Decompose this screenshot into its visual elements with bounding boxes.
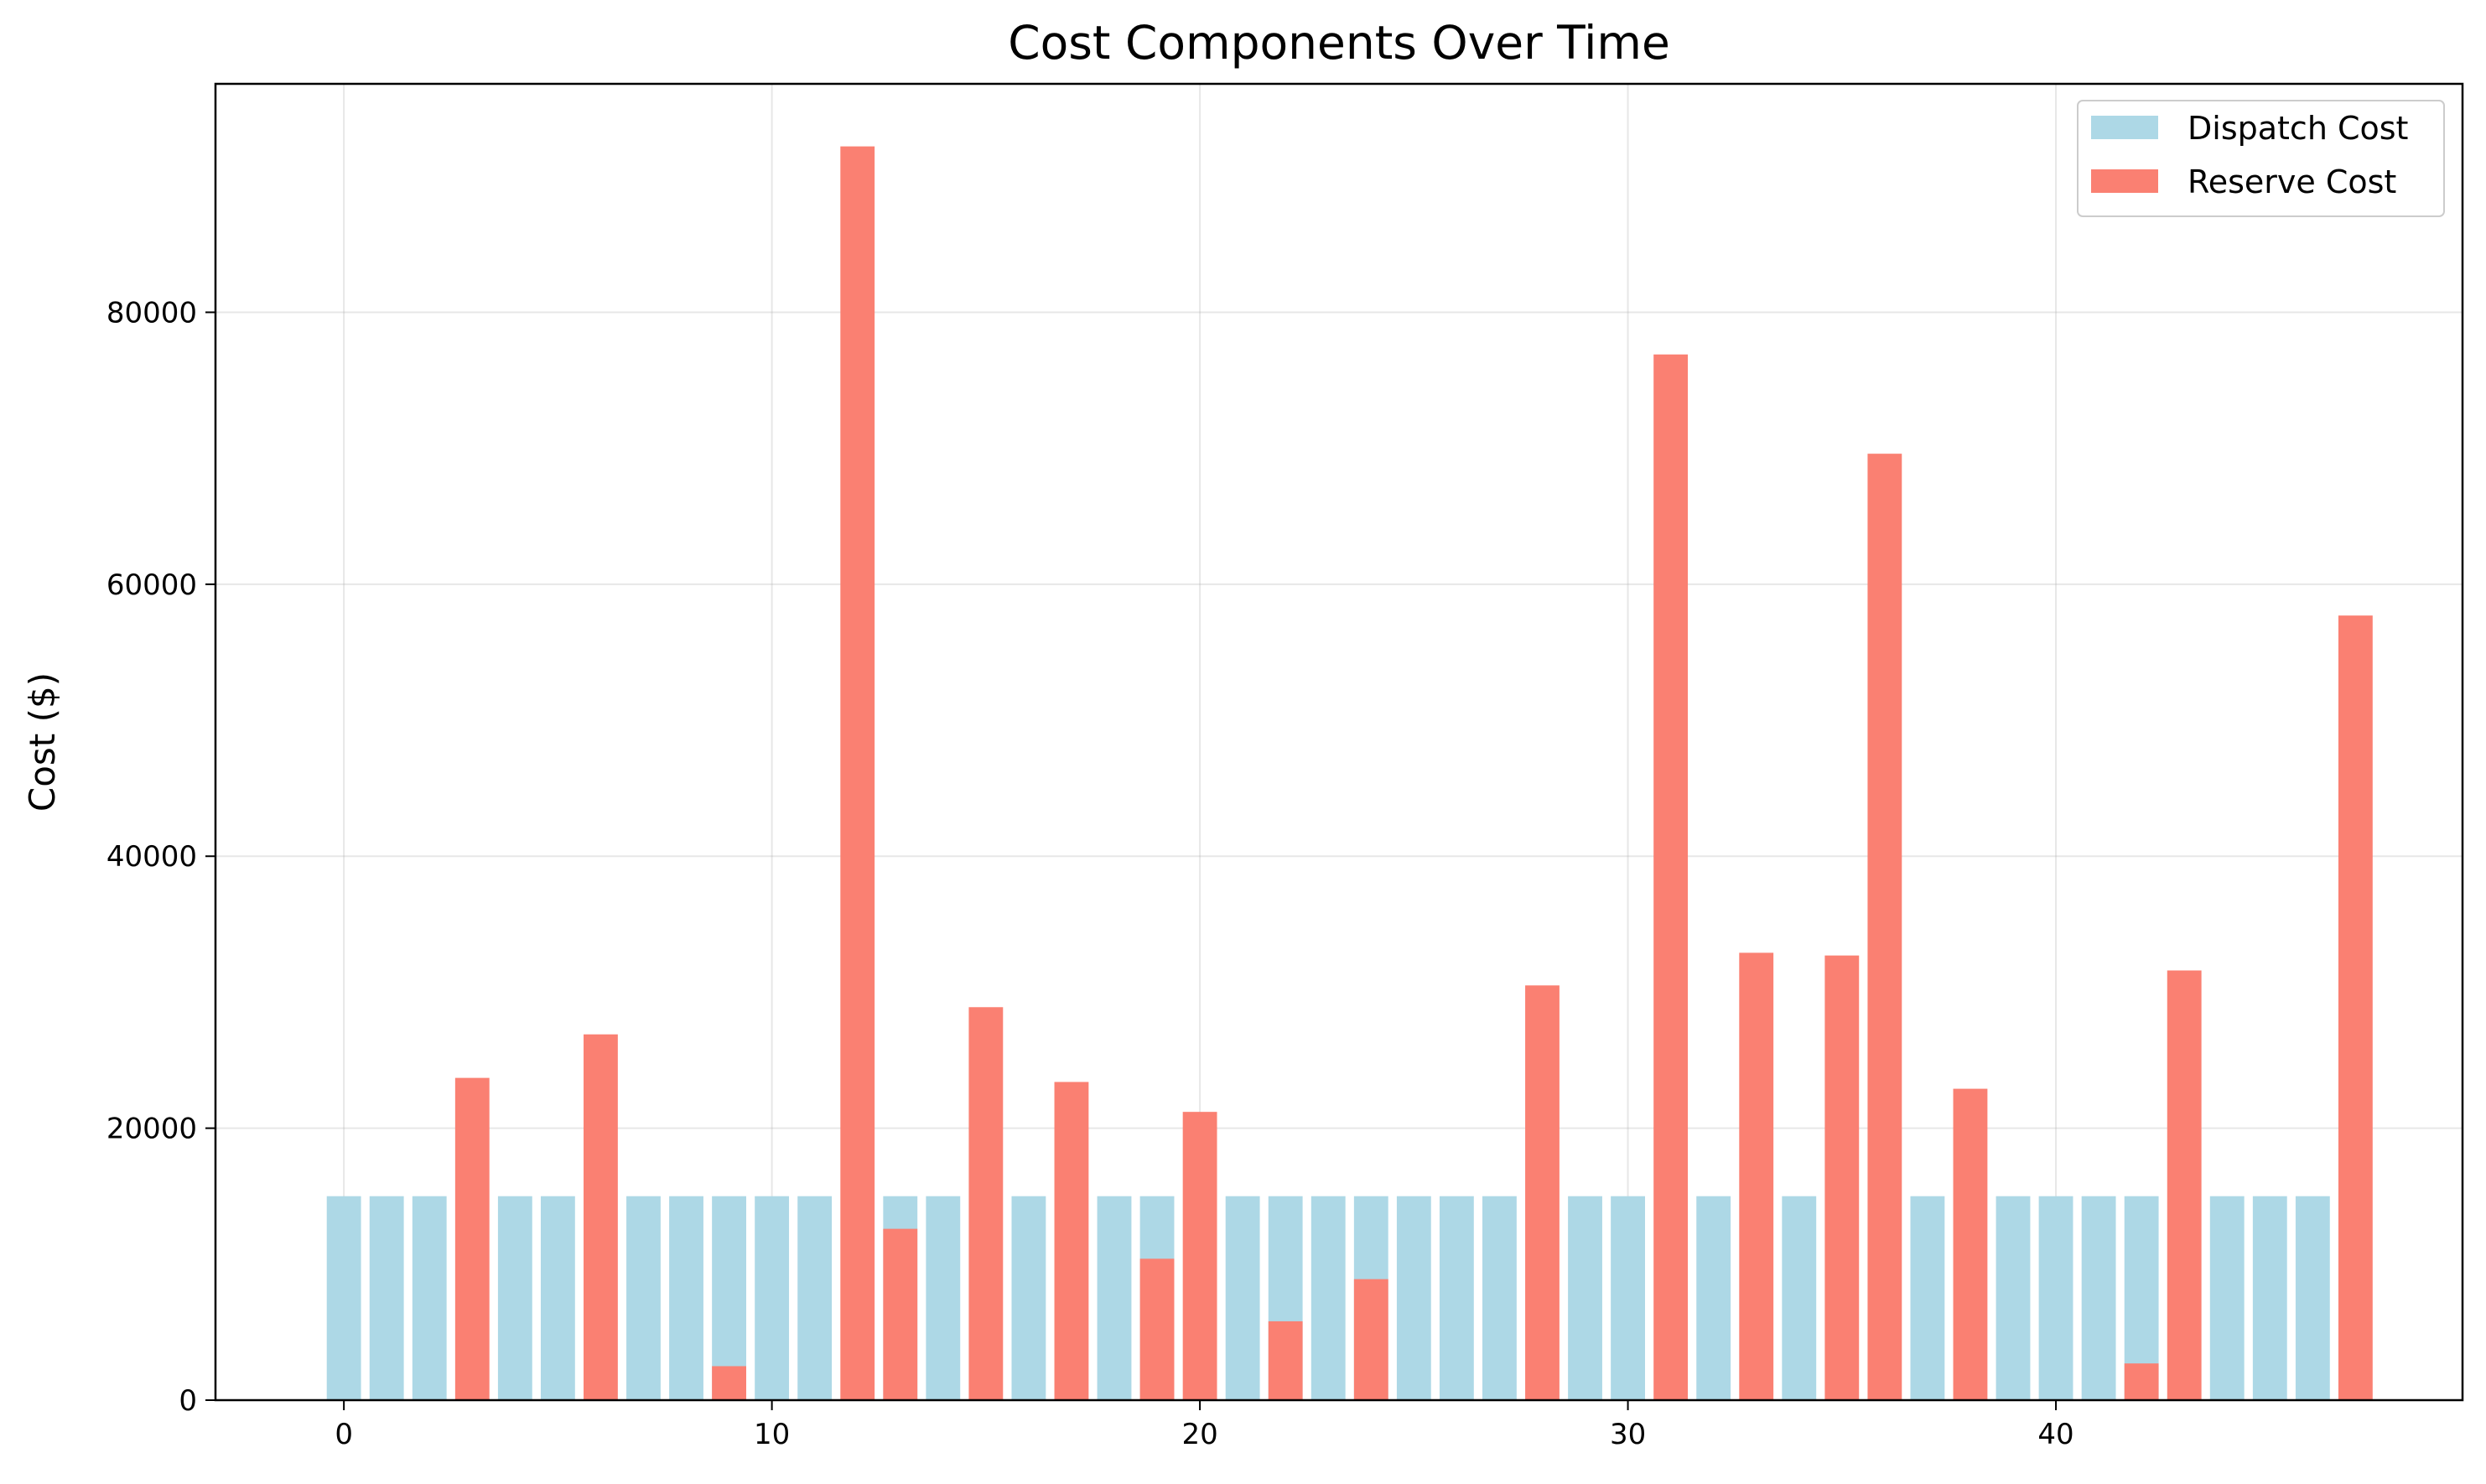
bar-reserve-cost — [1139, 1258, 1175, 1400]
bar-reserve-cost — [1653, 354, 1689, 1400]
ticks: 0 10 20 30 40 0 20000 40000 60000 80000 — [106, 296, 2074, 1451]
bar-dispatch-cost — [369, 1196, 404, 1400]
bar-dispatch-cost — [2081, 1196, 2116, 1400]
bar-dispatch-cost — [1910, 1196, 1945, 1400]
bar-dispatch-cost — [626, 1196, 661, 1400]
bar-dispatch-cost — [1696, 1196, 1731, 1400]
y-tick-label: 80000 — [106, 296, 197, 329]
bar-dispatch-cost — [1782, 1196, 1817, 1400]
legend: Dispatch Cost Reserve Cost — [2077, 100, 2445, 217]
bar-reserve-cost — [883, 1228, 918, 1400]
bar-dispatch-cost — [797, 1196, 833, 1400]
bar-dispatch-cost — [1996, 1196, 2031, 1400]
bar-reserve-cost — [712, 1366, 746, 1400]
bars — [326, 146, 2373, 1401]
bar-reserve-cost — [1353, 1279, 1388, 1400]
bar-reserve-cost — [1953, 1088, 1988, 1400]
bar-dispatch-cost — [1482, 1196, 1517, 1400]
legend-swatch-dispatch-cost — [2091, 116, 2158, 139]
legend-box — [2077, 100, 2445, 217]
bar-dispatch-cost — [2252, 1196, 2287, 1400]
y-axis-label: Cost ($) — [22, 672, 63, 812]
y-tick-label: 20000 — [106, 1113, 197, 1146]
bar-dispatch-cost — [1225, 1196, 1260, 1400]
y-tick-label: 0 — [179, 1384, 197, 1418]
y-tick-label: 60000 — [106, 568, 197, 602]
plot-frame — [214, 82, 2464, 1402]
bar-dispatch-cost — [926, 1196, 961, 1400]
bar-reserve-cost — [840, 146, 875, 1401]
bar-dispatch-cost — [755, 1196, 790, 1400]
bar-dispatch-cost — [412, 1196, 447, 1400]
bar-dispatch-cost — [1439, 1196, 1474, 1400]
bar-reserve-cost — [2167, 970, 2202, 1400]
bar-reserve-cost — [1867, 454, 1902, 1401]
bar-reserve-cost — [968, 1007, 1004, 1400]
bar-reserve-cost — [1268, 1321, 1303, 1400]
bar-dispatch-cost — [1568, 1196, 1602, 1400]
bar-dispatch-cost — [1011, 1196, 1046, 1400]
legend-label-dispatch-cost: Dispatch Cost — [2188, 110, 2408, 147]
bar-dispatch-cost — [1611, 1196, 1645, 1400]
bar-dispatch-cost — [2209, 1196, 2245, 1400]
bar-dispatch-cost — [1396, 1196, 1431, 1400]
bar-reserve-cost — [1824, 955, 1860, 1400]
bar-dispatch-cost — [540, 1196, 575, 1400]
x-tick-label: 0 — [335, 1418, 353, 1451]
bar-dispatch-cost — [669, 1196, 703, 1400]
x-tick-label: 30 — [1610, 1418, 1646, 1451]
legend-label-reserve-cost: Reserve Cost — [2188, 163, 2396, 200]
x-tick-label: 40 — [2037, 1418, 2073, 1451]
bar-reserve-cost — [1525, 985, 1560, 1400]
bar-dispatch-cost — [497, 1196, 532, 1400]
bar-dispatch-cost — [326, 1196, 361, 1400]
bar-reserve-cost — [454, 1077, 490, 1400]
bar-dispatch-cost — [2038, 1196, 2073, 1400]
bar-dispatch-cost — [1310, 1196, 1346, 1400]
chart-title: Cost Components Over Time — [1008, 16, 1670, 70]
bar-dispatch-cost — [2295, 1196, 2330, 1400]
y-tick-label: 40000 — [106, 840, 197, 874]
bar-reserve-cost — [1182, 1112, 1217, 1400]
bar-reserve-cost — [584, 1034, 618, 1400]
bar-reserve-cost — [1739, 952, 1774, 1400]
bar-reserve-cost — [1054, 1082, 1089, 1400]
x-tick-label: 20 — [1181, 1418, 1217, 1451]
bar-reserve-cost — [2124, 1363, 2159, 1400]
x-tick-label: 10 — [754, 1418, 790, 1451]
bar-dispatch-cost — [1097, 1196, 1132, 1400]
legend-swatch-reserve-cost — [2091, 169, 2158, 193]
bar-reserve-cost — [2338, 615, 2373, 1400]
